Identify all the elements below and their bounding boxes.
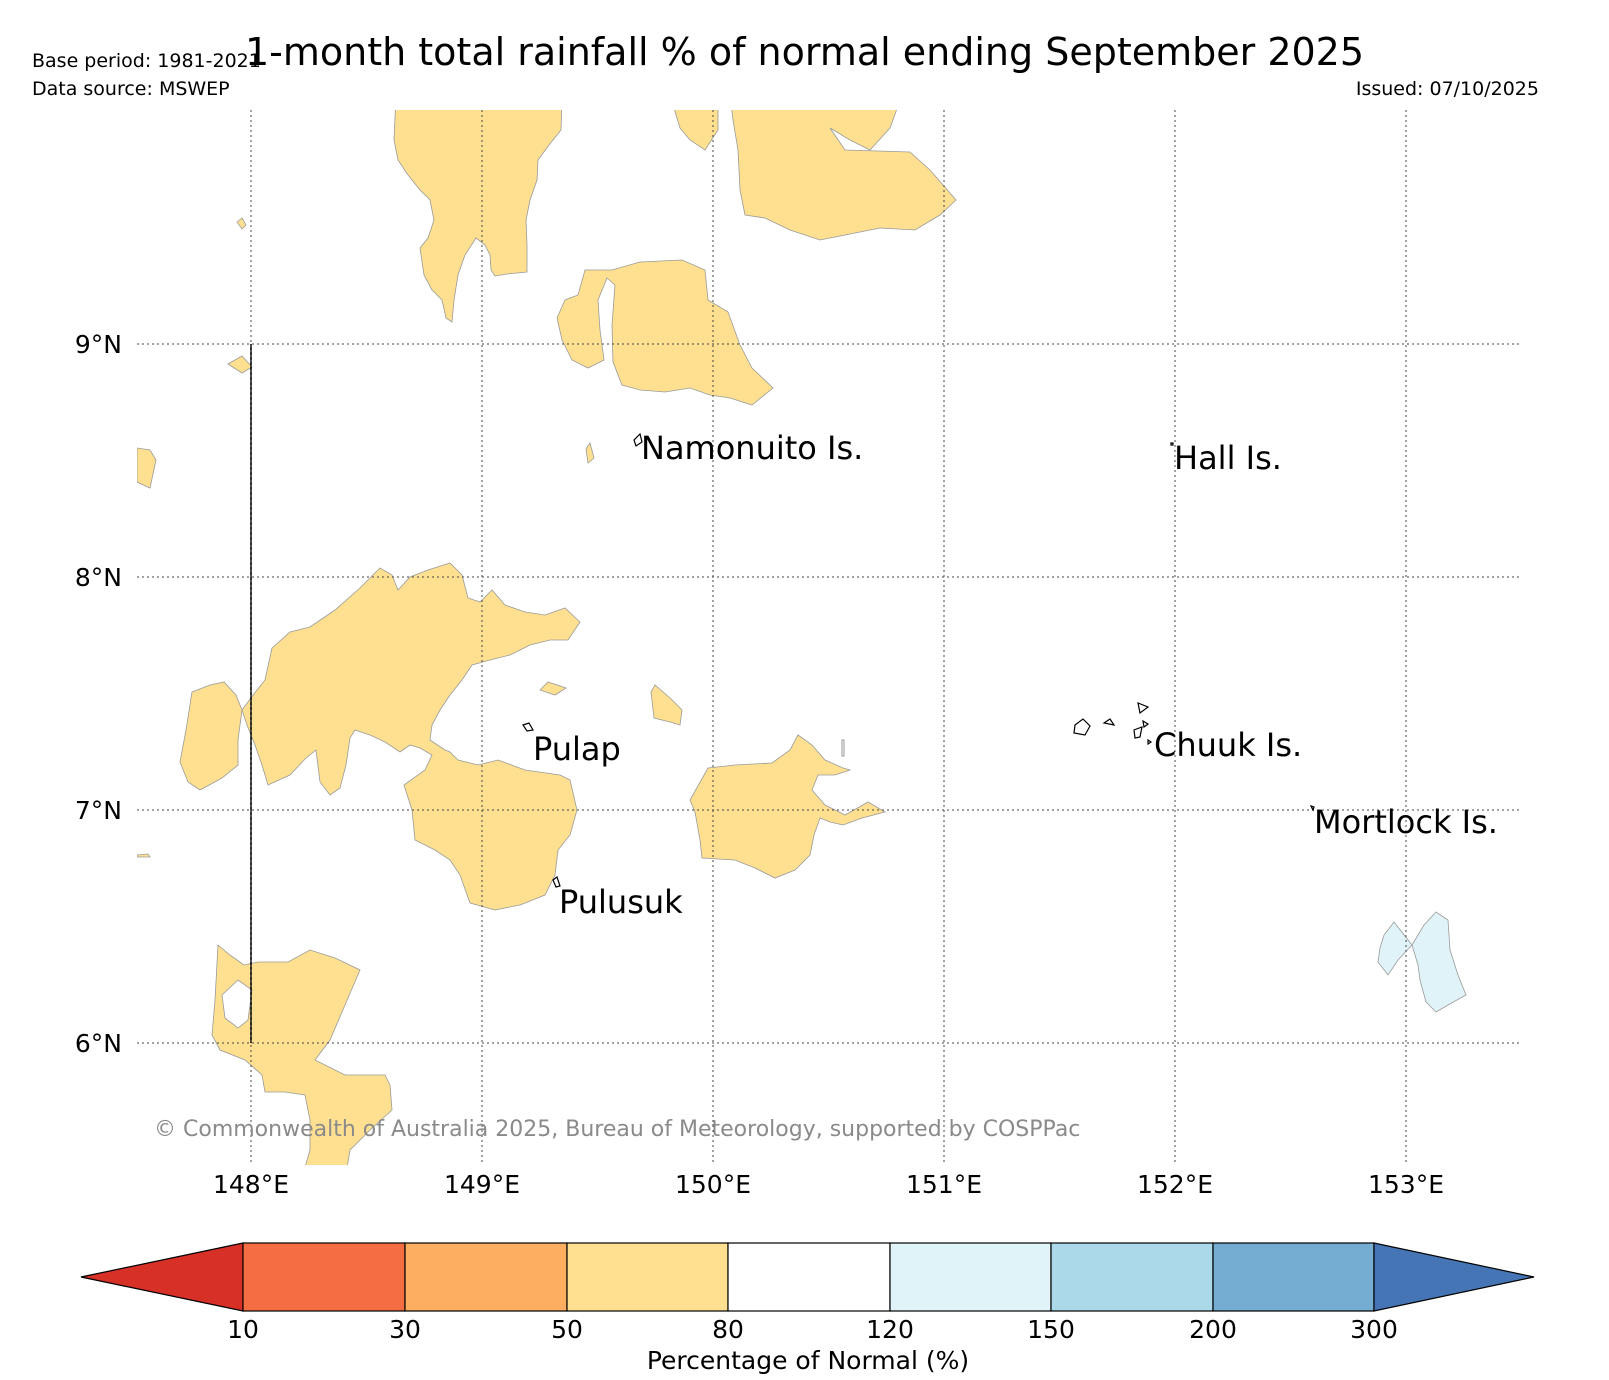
- rain-patch-mid-small-1: [539, 681, 567, 696]
- lon-tick-labels: 148°E 149°E 150°E 151°E 152°E 153°E: [213, 1170, 1444, 1199]
- colorbar-label-300: 300: [1350, 1315, 1398, 1344]
- colorbar-label-50: 50: [551, 1315, 583, 1344]
- colorbar-labels: 10 30 50 80 120 150 200 300: [227, 1315, 1398, 1344]
- rain-patch-mid-small-2: [650, 684, 683, 726]
- rainfall-shading: [137, 110, 1467, 1165]
- chuuk-island-4: [1133, 726, 1143, 739]
- lat-tick-7: 7°N: [75, 796, 122, 825]
- label-pulusuk: Pulusuk: [559, 883, 683, 921]
- lon-tick-152: 152°E: [1137, 1170, 1213, 1199]
- colorbar-extend-low: [80, 1242, 244, 1312]
- colorbar: [80, 1242, 1535, 1312]
- lat-tick-9: 9°N: [75, 330, 122, 359]
- colorbar-title: Percentage of Normal (%): [647, 1346, 969, 1375]
- rain-patch-west-mid: [179, 681, 243, 791]
- graticule: [137, 110, 1522, 1165]
- lon-tick-148: 148°E: [213, 1170, 289, 1199]
- lon-tick-151: 151°E: [906, 1170, 982, 1199]
- colorbar-extend-high: [1373, 1242, 1535, 1312]
- hall-island-shape: [1170, 442, 1174, 446]
- colorbar-30-50: [404, 1242, 568, 1312]
- rain-patch-small-w2: [236, 217, 247, 230]
- pulap-island-shape: [522, 722, 534, 732]
- rain-patch-mortlock-2: [1411, 911, 1467, 1013]
- lon-tick-150: 150°E: [675, 1170, 751, 1199]
- rain-patch-central-north: [556, 259, 774, 406]
- rain-patch-central-east: [689, 734, 887, 879]
- colorbar-label-120: 120: [866, 1315, 914, 1344]
- island-outlines: [522, 432, 1315, 888]
- chuuk-island-2: [1102, 718, 1116, 726]
- lat-tick-labels: 9°N 8°N 7°N 6°N: [75, 330, 122, 1058]
- colorbar-label-30: 30: [389, 1315, 421, 1344]
- rain-patch-southwest-hole: [221, 979, 253, 1029]
- colorbar-10-30: [242, 1242, 406, 1312]
- chuuk-island-1: [1073, 718, 1091, 736]
- rain-patch-north-3: [731, 110, 957, 241]
- issued-date: Issued: 07/10/2025: [1355, 78, 1539, 100]
- label-chuuk: Chuuk Is.: [1154, 726, 1302, 764]
- colorbar-50-80: [566, 1242, 729, 1312]
- colorbar-120-150: [889, 1242, 1052, 1312]
- colorbar-80-120: [727, 1242, 891, 1312]
- namonuito-island-shape: [633, 432, 643, 447]
- rain-patch-north-1: [393, 110, 562, 323]
- lat-tick-8: 8°N: [75, 563, 122, 592]
- east-islet-shape: [841, 739, 845, 757]
- colorbar-150-200: [1050, 1242, 1214, 1312]
- rain-patch-north-2: [674, 110, 719, 151]
- map-title: 1-month total rainfall % of normal endin…: [244, 30, 1365, 74]
- colorbar-label-80: 80: [712, 1315, 744, 1344]
- label-pulap: Pulap: [533, 730, 621, 768]
- lon-tick-149: 149°E: [444, 1170, 520, 1199]
- colorbar-label-150: 150: [1027, 1315, 1075, 1344]
- rain-patch-small-w1: [227, 355, 253, 374]
- rain-patch-southwest: [211, 944, 393, 1165]
- rain-patch-west-edge: [137, 447, 157, 489]
- mortlock-island-shape: [1309, 804, 1315, 812]
- colorbar-200-300: [1212, 1242, 1375, 1312]
- chuuk-island-3: [1137, 702, 1150, 715]
- place-labels: Namonuito Is. Hall Is. Pulap Chuuk Is. M…: [533, 429, 1498, 921]
- label-mortlock: Mortlock Is.: [1314, 803, 1498, 841]
- label-hall: Hall Is.: [1174, 439, 1282, 477]
- lon-tick-153: 153°E: [1368, 1170, 1444, 1199]
- rain-patch-small-w3: [585, 442, 595, 464]
- data-source-note: Data source: MSWEP: [32, 78, 230, 100]
- colorbar-label-10: 10: [227, 1315, 259, 1344]
- lat-tick-6: 6°N: [75, 1029, 122, 1058]
- base-period-note: Base period: 1981-2021: [32, 50, 261, 72]
- chuuk-island-6: [1147, 738, 1153, 746]
- rain-patch-central-large: [241, 562, 581, 911]
- label-namonuito: Namonuito Is.: [641, 429, 863, 467]
- rain-patch-west-sliver: [137, 853, 151, 858]
- pulusuk-island-shape: [552, 876, 561, 888]
- rain-patch-mortlock-1: [1377, 921, 1413, 976]
- chuuk-island-5: [1142, 719, 1150, 729]
- colorbar-label-200: 200: [1189, 1315, 1237, 1344]
- copyright-notice: © Commonwealth of Australia 2025, Bureau…: [154, 1117, 1080, 1142]
